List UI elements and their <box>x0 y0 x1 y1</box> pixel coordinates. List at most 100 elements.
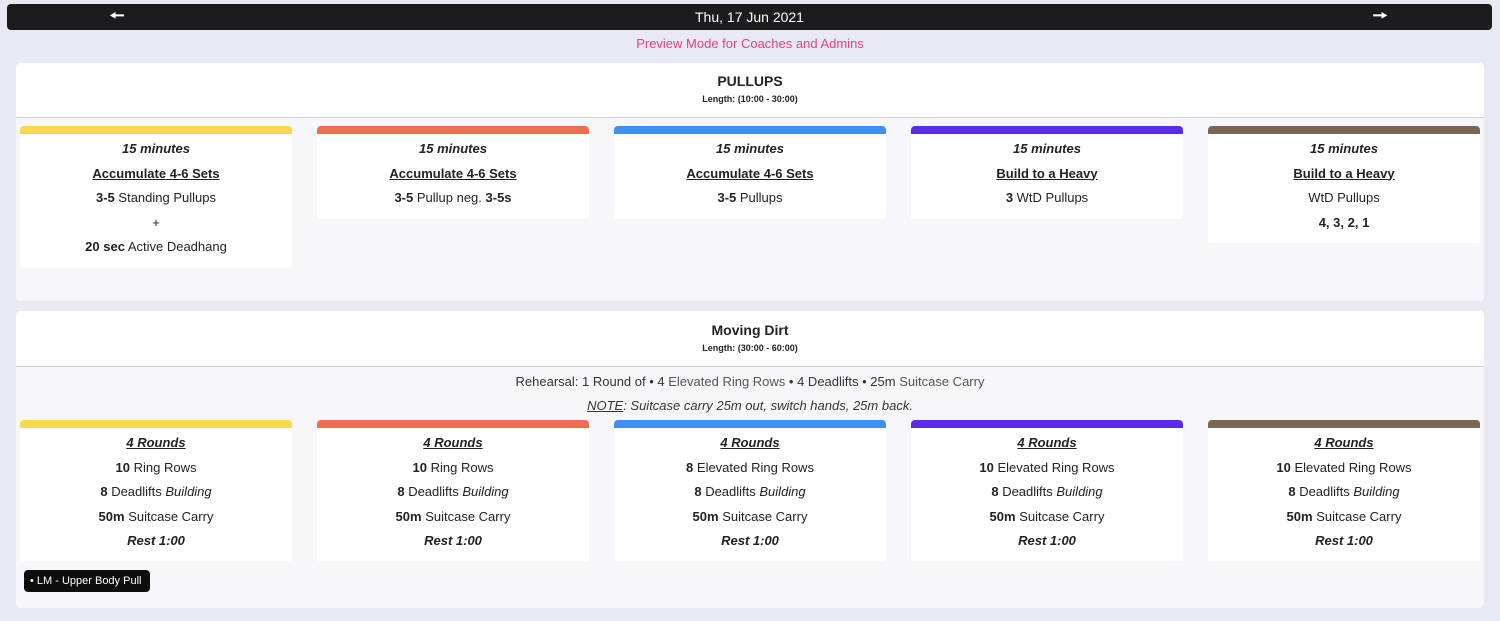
rehearsal-exercise: Deadlifts <box>804 374 859 389</box>
exercise-tempo: 3-5s <box>485 190 512 205</box>
card-rest: Rest 1:00 <box>1018 533 1076 548</box>
card-exercise: 10 Elevated Ring Rows <box>911 456 1183 481</box>
card-rounds: 4 Rounds <box>720 435 780 450</box>
exercise-name: Deadlifts <box>1295 484 1354 499</box>
card-rounds: 4 Rounds <box>1314 435 1374 450</box>
rehearsal-count: 4 <box>657 374 665 389</box>
card-rest: Rest 1:00 <box>127 533 185 548</box>
arrow-left-icon[interactable]: 🠔 <box>109 5 125 25</box>
arrow-right-icon[interactable]: 🠖 <box>1372 5 1388 25</box>
card-title: Accumulate 4-6 Sets <box>92 165 220 181</box>
category-tag[interactable]: • LM - Upper Body Pull <box>24 570 151 592</box>
exercise-modifier: Building <box>1056 484 1103 499</box>
card-exercise: 3-5 Standing Pullups <box>20 186 292 211</box>
exercise-distance: 50m <box>395 508 422 524</box>
card-exercise: 10 Ring Rows <box>20 456 292 481</box>
card-title: Build to a Heavy <box>1293 165 1395 181</box>
exercise-name: Suitcase Carry <box>1312 508 1402 524</box>
card-duration: 15 minutes <box>1013 141 1081 156</box>
exercise-distance: 50m <box>989 508 1016 524</box>
card-exercise: 20 sec Active Deadhang <box>20 235 292 260</box>
card-exercise: 8 Elevated Ring Rows <box>614 456 886 481</box>
card-exercise: 10 Elevated Ring Rows <box>1208 456 1480 481</box>
exercise-modifier: Building <box>759 484 806 499</box>
exercise-name: Pullups <box>736 190 783 205</box>
card-rest: Rest 1:00 <box>721 533 779 548</box>
track-card-purple: 15 minutes Build to a Heavy 3 WtD Pullup… <box>911 126 1183 219</box>
rehearsal-separator: • <box>858 374 871 389</box>
exercise-reps: 3-5 <box>394 190 414 205</box>
exercise-name: Elevated Ring Rows <box>993 459 1115 475</box>
exercise-reps: 8 <box>686 459 694 475</box>
card-exercise: 50m Suitcase Carry <box>1208 505 1480 530</box>
exercise-name: Ring Rows <box>130 459 197 475</box>
exercise-name: Pullup neg. <box>413 190 486 205</box>
exercise-reps: 8 <box>397 484 405 499</box>
card-exercise: 50m Suitcase Carry <box>20 505 292 530</box>
exercise-reps: 8 <box>1288 484 1296 499</box>
card-exercise: 8 Deadlifts Building <box>1208 480 1480 505</box>
exercise-modifier: Building <box>1353 484 1400 499</box>
card-exercise: 50m Suitcase Carry <box>614 505 886 530</box>
section-title: PULLUPS <box>717 73 783 89</box>
card-exercise: 50m Suitcase Carry <box>317 505 589 530</box>
track-card-orange: 4 Rounds 10 Ring Rows 8 Deadlifts Buildi… <box>317 420 589 561</box>
exercise-name: Ring Rows <box>427 459 494 475</box>
exercise-name: Standing Pullups <box>114 190 216 205</box>
exercise-distance: 50m <box>1286 508 1313 524</box>
section-header: Moving Dirt Length: (30:00 - 60:00) <box>16 311 1484 367</box>
exercise-name: Elevated Ring Rows <box>1290 459 1412 475</box>
rehearsal-count: 4 <box>797 374 805 389</box>
card-rounds: 4 Rounds <box>423 435 483 450</box>
exercise-name: Suitcase Carry <box>718 508 808 524</box>
exercise-reps: 3-5 <box>96 190 115 205</box>
exercise-reps: 8 <box>100 484 108 499</box>
card-title: Build to a Heavy <box>996 165 1098 181</box>
track-card-blue: 15 minutes Accumulate 4-6 Sets 3-5 Pullu… <box>614 126 886 219</box>
note-text: : Suitcase carry 25m out, switch hands, … <box>623 398 913 413</box>
rehearsal-exercise: Suitcase Carry <box>895 374 985 389</box>
exercise-reps: 20 sec <box>85 239 125 254</box>
exercise-reps: 8 <box>991 484 999 499</box>
exercise-reps: 3 <box>1005 190 1014 205</box>
exercise-reps: 10 <box>115 459 130 475</box>
card-exercise: 3-5 Pullup neg. 3-5s <box>317 186 589 211</box>
card-duration: 15 minutes <box>122 141 190 156</box>
exercise-name: Suitcase Carry <box>124 508 214 524</box>
section-title: Moving Dirt <box>711 322 789 338</box>
current-date: Thu, 17 Jun 2021 <box>695 9 804 25</box>
date-navigation-bar: 🠔 Thu, 17 Jun 2021 🠖 <box>7 4 1492 30</box>
exercise-name: Elevated Ring Rows <box>693 459 814 475</box>
rehearsal-distance: 25m <box>870 374 896 389</box>
card-duration: 15 minutes <box>419 141 487 156</box>
track-card-brown: 15 minutes Build to a Heavy WtD Pullups … <box>1208 126 1480 243</box>
track-card-blue: 4 Rounds 8 Elevated Ring Rows 8 Deadlift… <box>614 420 886 561</box>
card-exercise: 8 Deadlifts Building <box>614 480 886 505</box>
card-exercise: 8 Deadlifts Building <box>317 480 589 505</box>
card-exercise: 3-5 Pullups <box>614 186 886 211</box>
exercise-reps: 3-5 <box>717 190 737 205</box>
card-exercise: 8 Deadlifts Building <box>20 480 292 505</box>
rehearsal-line: Rehearsal: 1 Round of • 4 Elevated Ring … <box>16 374 1484 390</box>
exercise-name: Deadlifts <box>107 484 166 499</box>
card-exercise: WtD Pullups <box>1308 190 1380 205</box>
track-cards-row: 15 minutes Accumulate 4-6 Sets 3-5 Stand… <box>20 126 1480 286</box>
track-card-purple: 4 Rounds 10 Elevated Ring Rows 8 Deadlif… <box>911 420 1183 561</box>
card-exercise: 8 Deadlifts Building <box>911 480 1183 505</box>
section-header: PULLUPS Length: (10:00 - 30:00) <box>16 63 1484 118</box>
exercise-name: Deadlifts <box>998 484 1057 499</box>
exercise-name: Active Deadhang <box>124 239 227 254</box>
exercise-reps: 10 <box>412 459 427 475</box>
track-card-yellow: 15 minutes Accumulate 4-6 Sets 3-5 Stand… <box>20 126 292 268</box>
note-label: NOTE <box>587 398 624 413</box>
card-exercise: 3 WtD Pullups <box>911 186 1183 211</box>
preview-mode-notice: Preview Mode for Coaches and Admins <box>636 36 864 51</box>
card-title: Accumulate 4-6 Sets <box>686 165 814 181</box>
exercise-name: Suitcase Carry <box>421 508 511 524</box>
section-length: Length: (30:00 - 60:00) <box>702 343 798 353</box>
card-rounds: 4 Rounds <box>1017 435 1077 450</box>
exercise-reps: 8 <box>694 484 702 499</box>
exercise-reps: 10 <box>979 459 994 475</box>
section-note: NOTE: Suitcase carry 25m out, switch han… <box>16 398 1484 413</box>
card-rest: Rest 1:00 <box>1315 533 1373 548</box>
